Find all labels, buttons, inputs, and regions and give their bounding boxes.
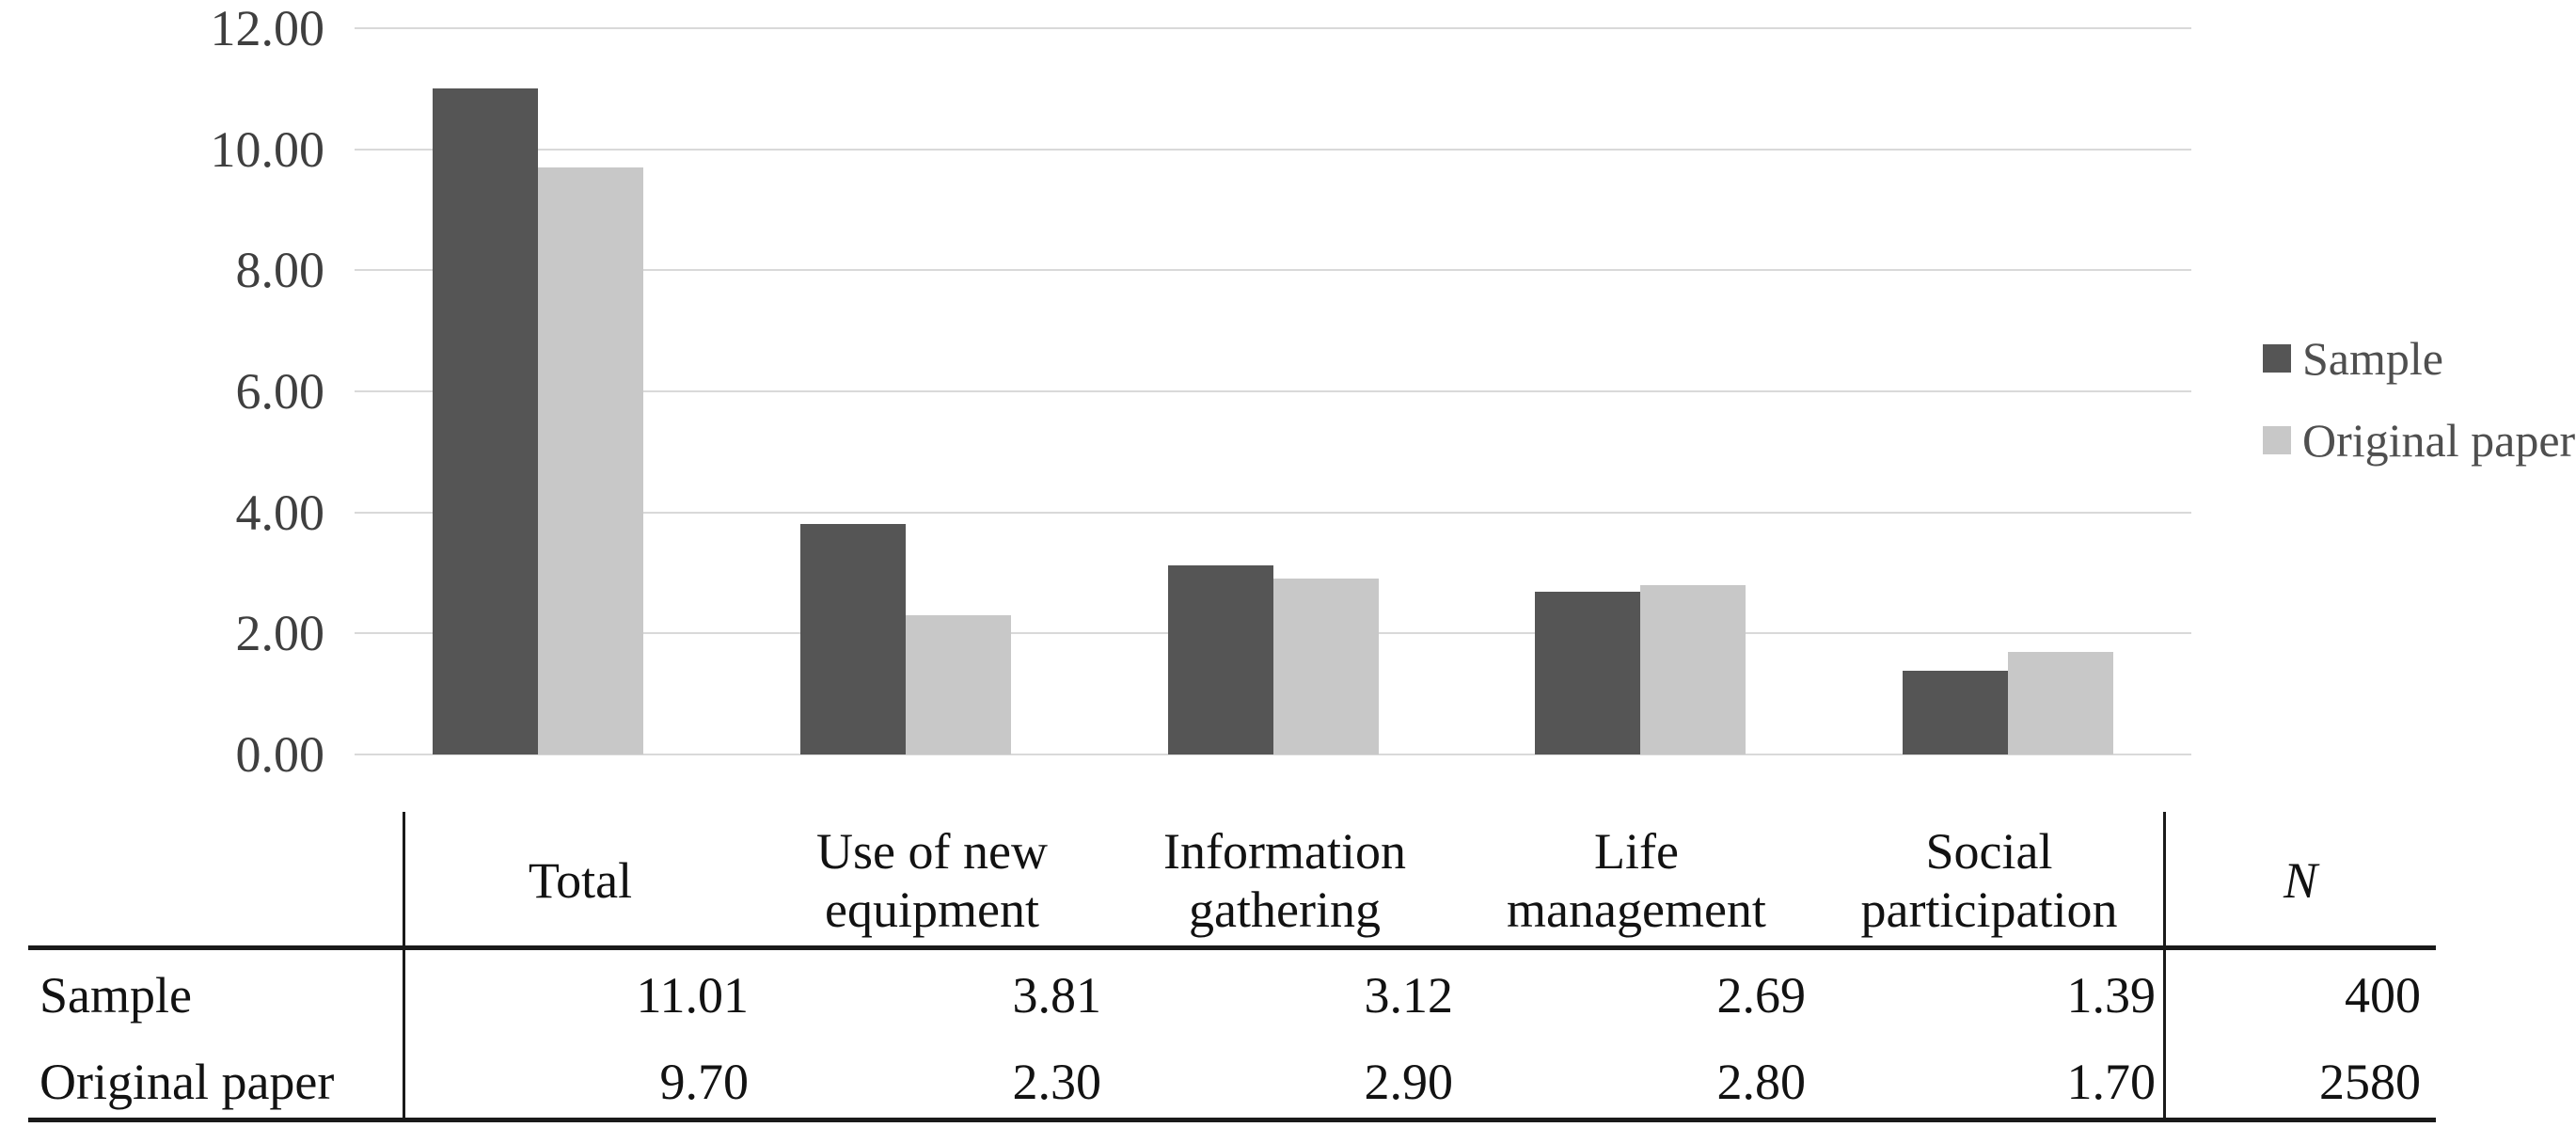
col-header-social-participation: Social participation	[1860, 823, 2118, 938]
y-tick-label-2.00: 2.00	[235, 605, 325, 662]
legend-label-sample: Sample	[2302, 332, 2443, 385]
bar-sample-life-management	[1535, 591, 1641, 754]
cell-sample-social-participation: 1.39	[2066, 967, 2157, 1024]
cell-sample-information-gathering: 3.12	[1364, 967, 1454, 1024]
gridline-12.00	[355, 27, 2191, 29]
y-tick-label-0.00: 0.00	[235, 726, 325, 783]
y-tick-label-6.00: 6.00	[235, 363, 325, 420]
cell-original-n: 2580	[2319, 1054, 2421, 1110]
bar-original-paper-life-management	[1640, 584, 1746, 754]
bar-sample-total	[433, 87, 539, 754]
bar-original-paper-information-gathering	[1272, 579, 1379, 754]
gridline-10.00	[355, 148, 2191, 151]
legend-label-original-paper: Original paper	[2302, 414, 2576, 467]
cell-original-information-gathering: 2.90	[1364, 1054, 1454, 1110]
bar-sample-social-participation	[1902, 670, 2008, 754]
y-tick-label-12.00: 12.00	[210, 0, 325, 56]
cell-original-use-of-new-equipment: 2.30	[1012, 1054, 1102, 1110]
bar-original-paper-total	[538, 167, 644, 754]
table-vertical-rule-left	[403, 812, 405, 1122]
gridline-0.00	[355, 754, 2191, 755]
table-header-rule	[28, 945, 2436, 950]
cell-original-total: 9.70	[659, 1054, 750, 1110]
cell-original-social-participation: 1.70	[2066, 1054, 2157, 1110]
table-bottom-rule	[28, 1118, 2436, 1122]
bar-sample-use-of-new-equipment	[799, 523, 906, 754]
gridline-6.00	[355, 390, 2191, 392]
col-header-total: Total	[528, 852, 633, 909]
col-header-information-gathering: Information gathering	[1163, 823, 1406, 938]
cell-sample-life-management: 2.69	[1716, 967, 1807, 1024]
bar-original-paper-use-of-new-equipment	[905, 615, 1011, 754]
y-tick-label-10.00: 10.00	[210, 120, 325, 178]
legend-swatch-sample	[2263, 344, 2291, 373]
row-label-sample: Sample	[40, 967, 192, 1024]
cell-sample-use-of-new-equipment: 3.81	[1012, 967, 1102, 1024]
y-tick-label-4.00: 4.00	[235, 484, 325, 541]
cell-original-life-management: 2.80	[1716, 1054, 1807, 1110]
gridline-4.00	[355, 511, 2191, 514]
row-label-original-paper: Original paper	[40, 1054, 335, 1110]
bar-sample-information-gathering	[1167, 565, 1273, 754]
y-tick-label-8.00: 8.00	[235, 242, 325, 299]
col-header-use-of-new-equipment: Use of new equipment	[816, 823, 1048, 938]
col-header-life-management: Life management	[1507, 823, 1766, 938]
table-vertical-rule-right	[2163, 812, 2166, 1122]
cell-sample-total: 11.01	[636, 967, 750, 1024]
legend-swatch-original-paper	[2263, 426, 2291, 454]
cell-sample-n: 400	[2345, 967, 2421, 1024]
gridline-8.00	[355, 269, 2191, 272]
col-header-n: N	[2283, 852, 2318, 909]
bar-original-paper-social-participation	[2007, 651, 2113, 754]
